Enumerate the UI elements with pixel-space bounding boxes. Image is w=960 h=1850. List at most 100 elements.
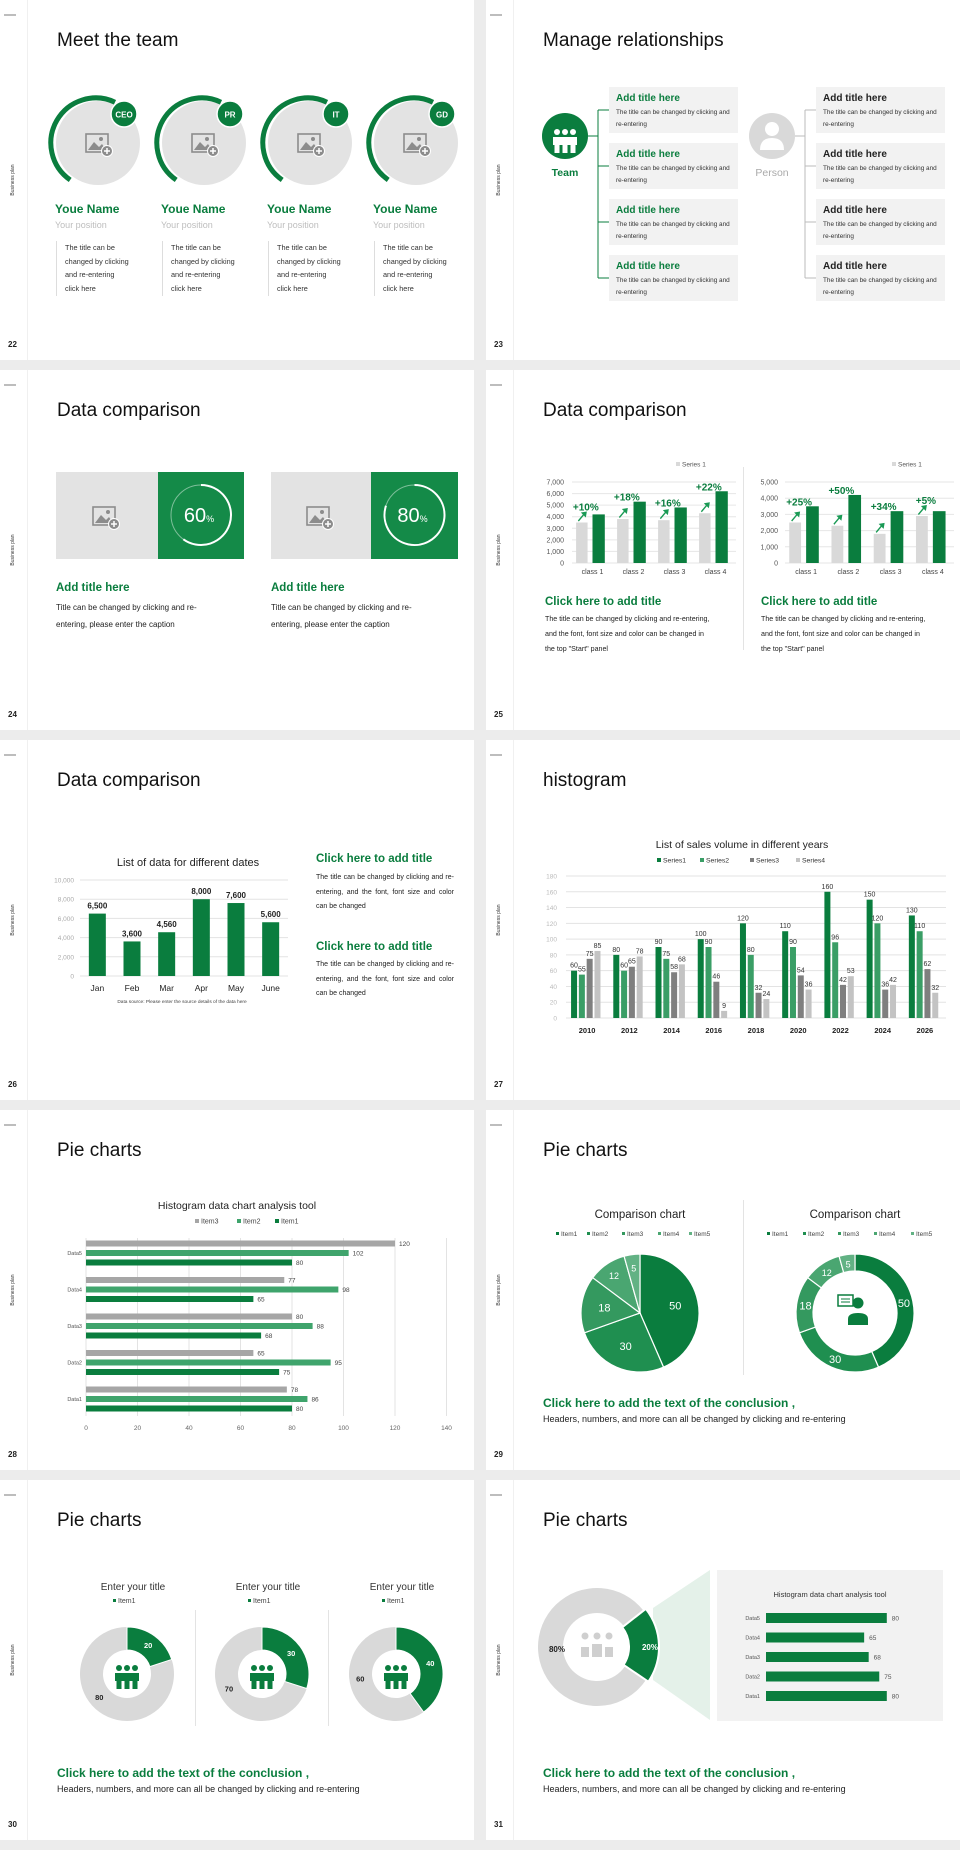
- donut-item1: [126, 1626, 173, 1668]
- bar-item3: [86, 1277, 285, 1283]
- data-label: 96: [831, 934, 839, 941]
- bar-series1: [831, 525, 844, 563]
- bar-series2: [789, 947, 796, 1018]
- slide-title: Manage relationships: [543, 30, 724, 51]
- category-label: May: [228, 983, 245, 993]
- bar-item2: [86, 1359, 331, 1366]
- x-tick-label: 80: [288, 1425, 296, 1432]
- y-tick-label: 3,000: [546, 526, 564, 533]
- person-body: [384, 1673, 392, 1689]
- y-tick-label: 1,000: [760, 544, 778, 551]
- logo-mark: [4, 754, 16, 756]
- slide-title: histogram: [543, 770, 627, 791]
- callout-wedge: [653, 1570, 710, 1720]
- block-desc: The title can be changed by clicking and…: [545, 615, 710, 653]
- data-label: 90: [655, 939, 663, 946]
- y-tick-label: 6,000: [546, 491, 564, 498]
- consultant-icon: [837, 1294, 868, 1325]
- block-desc: The title can be changed by clicking and…: [761, 615, 926, 653]
- team-people-icon: [384, 1665, 408, 1689]
- data-label: 160: [822, 884, 834, 891]
- bodies: [581, 1644, 613, 1657]
- sidebar-strip: Business plan 27: [486, 740, 514, 1100]
- legend-label: Series 1: [682, 462, 706, 469]
- person-item-box: Add title here The title can be changed b…: [816, 87, 945, 133]
- member-name: Youe Name: [373, 202, 438, 216]
- role-badge: [322, 100, 350, 128]
- bar: [766, 1691, 887, 1701]
- data-label: 150: [864, 892, 876, 899]
- item-desc: The title can be changed by clicking and…: [823, 109, 937, 128]
- slide-23-manage-relationships: Business plan 23 Manage relationships Team A…: [486, 0, 960, 360]
- frame: [92, 506, 116, 526]
- legend-swatch: [803, 1232, 806, 1235]
- data-label: 75: [283, 1370, 291, 1377]
- x-tick-label: 100: [338, 1425, 349, 1432]
- image-placeholder-icon: [297, 133, 325, 157]
- data-label: 58: [670, 964, 678, 971]
- data-label: 62: [924, 961, 932, 968]
- bar-series3: [586, 958, 593, 1018]
- role-badge-label: IT: [332, 111, 339, 120]
- member-name: Youe Name: [161, 202, 226, 216]
- bar-series2: [621, 970, 628, 1018]
- item-desc: The title can be changed by clicking and…: [616, 221, 730, 240]
- data-label: 86: [311, 1397, 319, 1404]
- block-desc: The title can be changed by clicking and…: [316, 874, 454, 910]
- category-label: 2018: [748, 1026, 765, 1035]
- y-tick-label: 2,000: [546, 537, 564, 544]
- growth-arrow-icon: [659, 509, 669, 520]
- data-label: 88: [317, 1324, 325, 1331]
- bar-series1: [697, 939, 704, 1018]
- sidebar-strip: Business plan 25: [486, 370, 514, 730]
- data-label: 80: [296, 1314, 304, 1321]
- image-placeholder-icon: [92, 506, 120, 530]
- y-tick-label: 8,000: [58, 897, 75, 904]
- x-tick-label: 0: [84, 1425, 88, 1432]
- member-position: Your position: [55, 220, 107, 230]
- y-tick-label: 100: [546, 937, 557, 944]
- bar-series1: [782, 931, 789, 1018]
- legend-label: Item1: [387, 1598, 405, 1605]
- percent-number: 80: [397, 505, 419, 527]
- bar-growth: [674, 507, 687, 563]
- card-desc: Title can be changed by clicking and re-…: [56, 603, 197, 629]
- category-label: Data5: [745, 1616, 760, 1622]
- head: [593, 1632, 601, 1640]
- role-badge: [110, 100, 138, 128]
- chart-title: Histogram data chart analysis tool: [774, 1590, 887, 1599]
- sun: [320, 510, 324, 514]
- item-desc: The title can be changed by clicking and…: [823, 277, 937, 296]
- frame: [403, 133, 427, 153]
- mountain: [300, 142, 318, 150]
- item-title: Add title here: [823, 205, 887, 216]
- head: [852, 1297, 864, 1309]
- data-label: 75: [586, 951, 594, 958]
- sidebar-strip: Business plan 30: [0, 1480, 28, 1840]
- data-label: 6,500: [87, 902, 108, 911]
- bar: [158, 932, 176, 976]
- growth-label: +18%: [614, 493, 640, 504]
- sidebar-strip: Business plan 22: [0, 0, 28, 360]
- mountain: [309, 515, 327, 523]
- category-label: class 2: [623, 569, 645, 576]
- slice-label: 70: [225, 1684, 233, 1693]
- slide-title: Pie charts: [543, 1510, 628, 1531]
- percent-value: 60%: [184, 505, 214, 527]
- slice-label: 30: [829, 1354, 841, 1366]
- member-avatar: CEO: [48, 95, 140, 185]
- bar-item3: [86, 1313, 292, 1320]
- growth-arrow-icon: [791, 511, 801, 522]
- item-title: Add title here: [823, 93, 887, 104]
- data-label: 55: [578, 967, 586, 974]
- bar: [227, 903, 245, 976]
- bar-series1: [915, 516, 928, 563]
- legend-swatch: [676, 462, 680, 466]
- data-label: 36: [805, 982, 813, 989]
- logo-mark: [490, 1124, 502, 1126]
- member-description: The title can be changed by clicking and…: [56, 241, 135, 296]
- data-label: 80: [747, 947, 755, 954]
- slide-27-histogram: Business plan 27 histogram List of sales vo…: [486, 740, 960, 1100]
- legend-label: Series1: [663, 858, 686, 865]
- logo-mark: [490, 754, 502, 756]
